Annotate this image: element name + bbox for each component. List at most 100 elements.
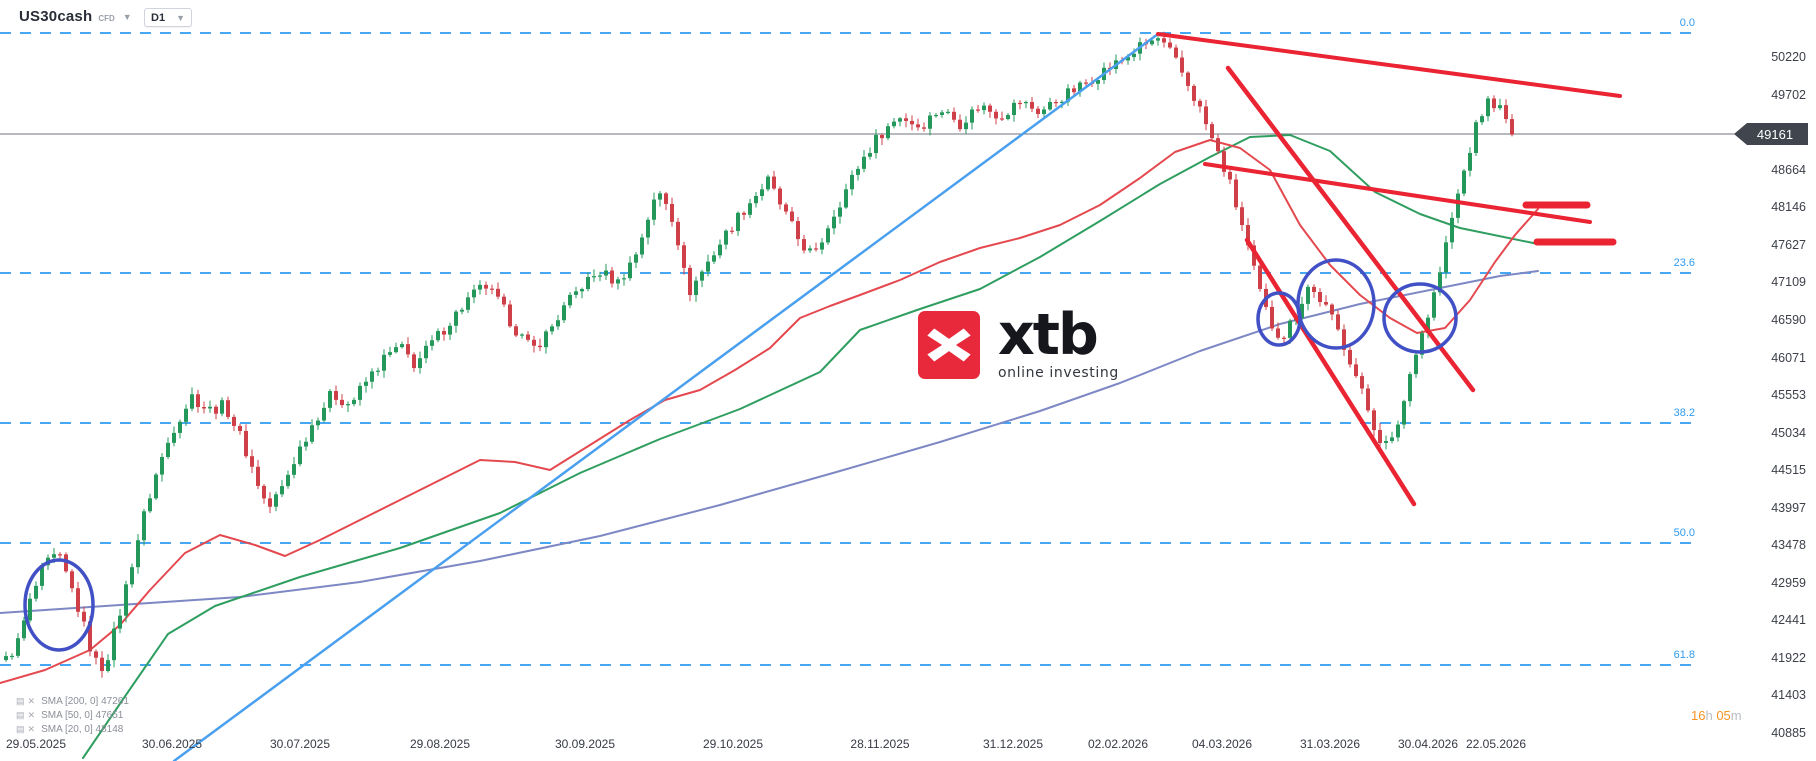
candle-body xyxy=(106,660,110,671)
candle-body xyxy=(268,498,272,507)
candle-body xyxy=(754,196,758,204)
candle-body xyxy=(856,168,860,175)
candle-body xyxy=(430,340,434,346)
candle-body xyxy=(442,331,446,335)
candle-body xyxy=(1216,138,1220,152)
candle-body xyxy=(604,270,608,276)
candle-body xyxy=(520,334,524,336)
candle-body xyxy=(334,391,338,400)
candle-body xyxy=(490,288,494,290)
trendline-inner-resistance[interactable] xyxy=(1203,162,1592,224)
symbol-selector[interactable]: US30cash CFD ▼ xyxy=(19,8,132,25)
candle-body xyxy=(148,498,152,512)
indicator-settings-icon[interactable]: ▤ xyxy=(16,710,25,720)
candle-body xyxy=(130,567,134,585)
candle-body xyxy=(1210,124,1214,139)
xtb-x-glyph xyxy=(927,328,971,362)
candle-body xyxy=(1510,119,1514,135)
price-axis-label: 50220 xyxy=(1771,50,1806,64)
price-axis-label: 42441 xyxy=(1771,613,1806,627)
pattern-circle-3[interactable] xyxy=(1296,258,1376,350)
pattern-circle-1[interactable] xyxy=(23,558,95,652)
candle-body xyxy=(958,119,962,130)
candle-body xyxy=(814,248,818,250)
price-axis-label: 41922 xyxy=(1771,651,1806,665)
candle-body xyxy=(1096,80,1100,84)
price-axis-label: 45553 xyxy=(1771,388,1806,402)
indicator-remove-icon[interactable]: ✕ xyxy=(27,696,36,706)
indicator-remove-icon[interactable]: ✕ xyxy=(27,724,36,734)
candle-body xyxy=(1378,430,1382,443)
trendline-wedge-steep-b[interactable] xyxy=(1244,237,1417,507)
candle-body xyxy=(568,294,572,306)
candle-body xyxy=(1240,207,1244,226)
candle-body xyxy=(1300,303,1304,319)
trendline-upper-resistance[interactable] xyxy=(1156,32,1622,98)
indicator-remove-icon[interactable]: ✕ xyxy=(27,710,36,720)
price-axis-label: 45034 xyxy=(1771,426,1806,440)
candle-body xyxy=(880,135,884,139)
candle-body xyxy=(1024,102,1028,104)
candle-body xyxy=(1030,102,1034,109)
candle-body xyxy=(796,221,800,240)
candle-body xyxy=(364,381,368,386)
candle-body xyxy=(628,262,632,279)
candle-body xyxy=(1042,109,1046,114)
sma-curve-sma200 xyxy=(0,270,1539,614)
candle-body xyxy=(1156,38,1160,41)
candle-body xyxy=(808,248,812,251)
candle-body xyxy=(772,176,776,189)
countdown-hours-unit: h xyxy=(1705,708,1713,723)
fib-level-label: 50.0 xyxy=(1673,527,1695,539)
candle-body xyxy=(538,345,542,348)
candle-body xyxy=(478,284,482,290)
candle-body xyxy=(802,239,806,251)
trendline-rising-support[interactable] xyxy=(172,32,1160,761)
candle-body xyxy=(706,261,710,272)
candle-body xyxy=(724,230,728,245)
candle-countdown: 16h 05m xyxy=(1691,708,1742,723)
candle-body xyxy=(1348,349,1352,365)
candle-body xyxy=(898,118,902,122)
date-axis-label: 29.10.2025 xyxy=(702,737,764,751)
candle-body xyxy=(694,280,698,295)
price-axis-label: 42959 xyxy=(1771,576,1806,590)
candle-body xyxy=(532,339,536,346)
current-price-value: 49161 xyxy=(1756,126,1794,142)
candle-body xyxy=(646,219,650,238)
price-axis-label: 47627 xyxy=(1771,238,1806,252)
candle-body xyxy=(424,345,428,359)
candle-body xyxy=(670,203,674,222)
candle-body xyxy=(736,212,740,231)
candle-body xyxy=(1132,53,1136,58)
candle-body xyxy=(1336,314,1340,330)
candle-body xyxy=(388,352,392,355)
candle-body xyxy=(1354,364,1358,377)
candle-body xyxy=(1318,292,1322,303)
pattern-circle-4[interactable] xyxy=(1382,282,1458,354)
candle-body xyxy=(1072,88,1076,93)
trendline-wedge-steep-a[interactable] xyxy=(1225,65,1476,393)
candle-body xyxy=(874,135,878,154)
candle-body xyxy=(850,174,854,190)
candle-body xyxy=(1282,337,1286,339)
price-axis-label: 48146 xyxy=(1771,200,1806,214)
candle-body xyxy=(1408,374,1412,402)
candle-body xyxy=(22,620,26,639)
candle-body xyxy=(1066,88,1070,102)
candle-body xyxy=(868,153,872,157)
indicator-settings-icon[interactable]: ▤ xyxy=(16,696,25,706)
candle-body xyxy=(1504,105,1508,120)
indicator-settings-icon[interactable]: ▤ xyxy=(16,724,25,734)
timeframe-dropdown[interactable]: D1 ▼ xyxy=(144,8,192,27)
candle-body xyxy=(1420,333,1424,355)
candle-body xyxy=(1342,329,1346,350)
candle-body xyxy=(292,464,296,475)
candle-body xyxy=(460,309,464,312)
fib-level-label: 0.0 xyxy=(1679,17,1695,29)
candle-body xyxy=(448,325,452,335)
candle-body xyxy=(184,408,188,422)
date-axis-label: 31.12.2025 xyxy=(982,737,1044,751)
candle-body xyxy=(304,441,308,447)
